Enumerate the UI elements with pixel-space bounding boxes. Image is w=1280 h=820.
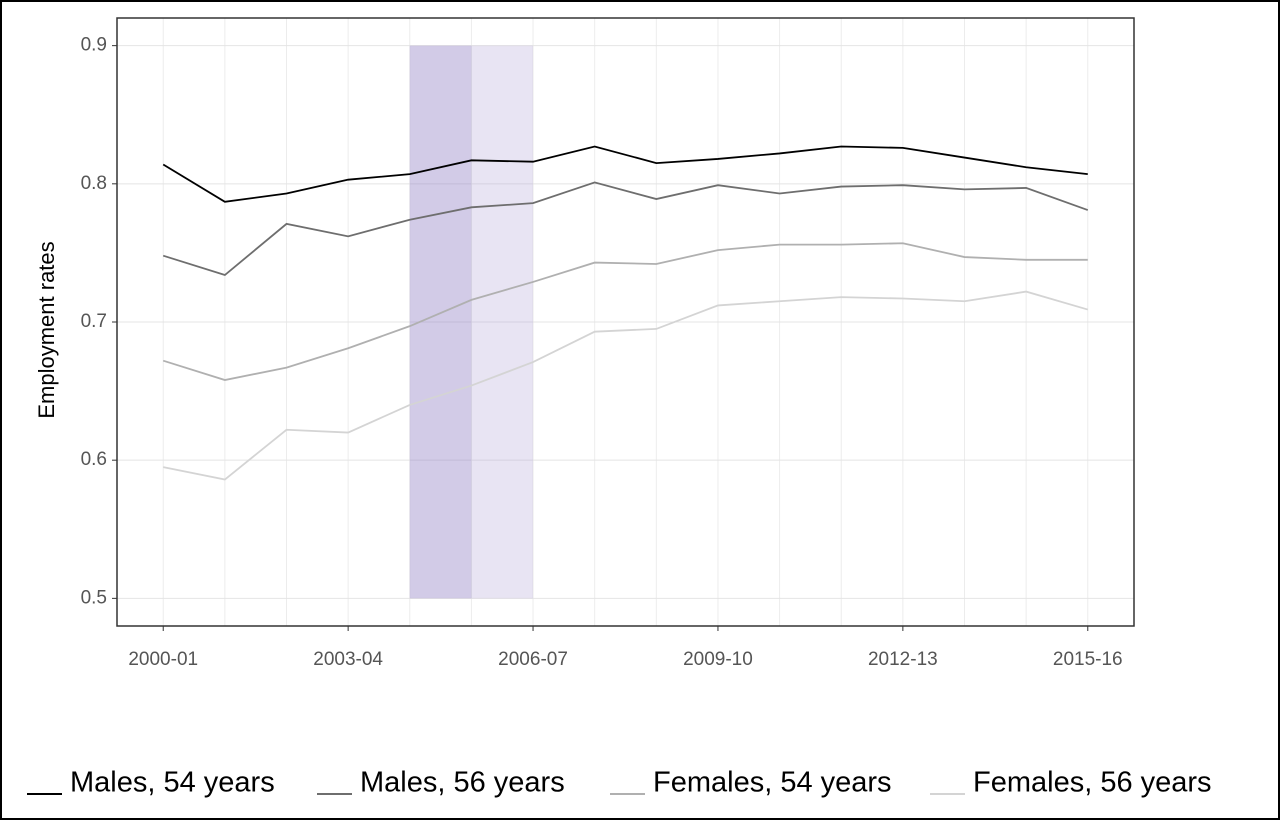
y-axis-label: Employment rates [34, 241, 59, 418]
y-tick-label: 0.8 [81, 173, 107, 194]
series-line [162, 181, 1089, 277]
y-tick-label: 0.5 [81, 587, 107, 608]
plot-border [116, 17, 1135, 627]
y-tick-label: 0.7 [81, 311, 107, 332]
x-tick-label: 2006-07 [498, 649, 568, 670]
series-line [162, 145, 1088, 203]
legend-label: Males, 54 years [70, 767, 275, 799]
x-tick-label: 2009-10 [683, 649, 753, 670]
x-tick-label: 2003-04 [313, 649, 383, 670]
x-tick-label: 2012-13 [868, 649, 938, 670]
x-tick-label: 2015-16 [1053, 649, 1123, 670]
y-tick-label: 0.6 [81, 449, 107, 470]
y-tick-label: 0.9 [81, 35, 107, 56]
series-line [163, 290, 1089, 481]
legend-label: Females, 56 years [973, 767, 1212, 799]
highlight-band [471, 45, 534, 599]
legend-label: Females, 54 years [653, 767, 892, 799]
legend-label: Males, 56 years [360, 767, 565, 799]
series-line [162, 242, 1088, 381]
x-tick-label: 2000-01 [128, 649, 198, 670]
